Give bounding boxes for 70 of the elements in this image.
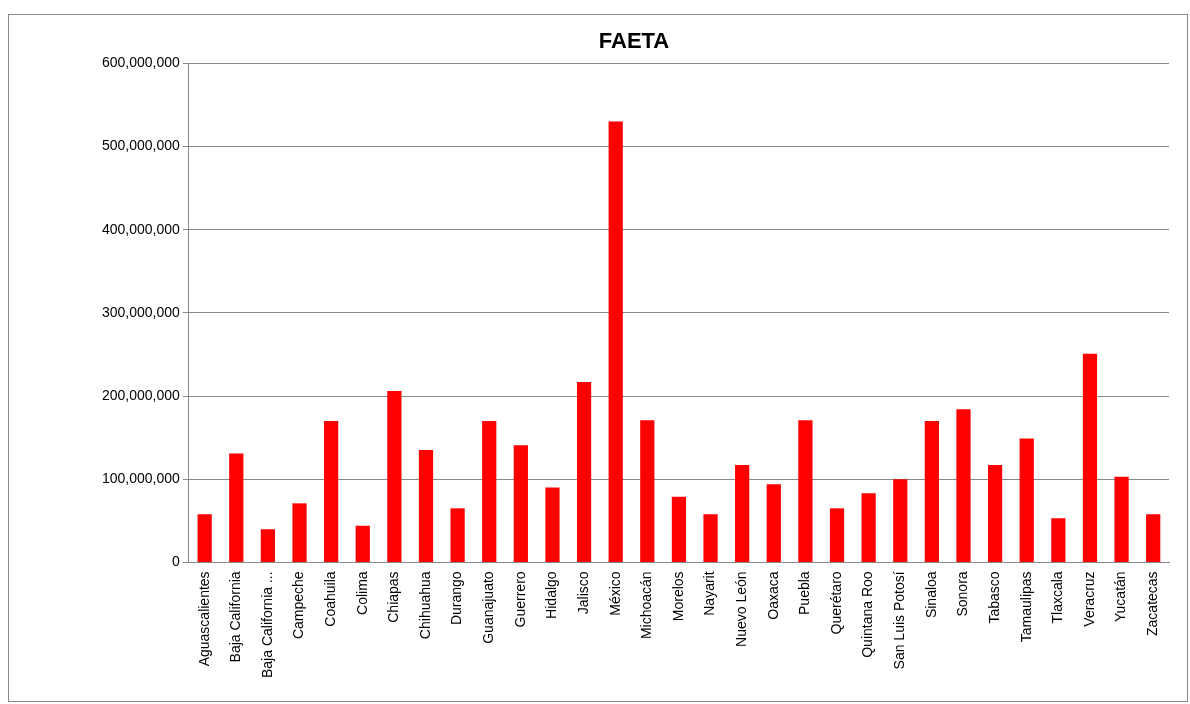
x-tick-label: Guerrero	[511, 571, 528, 628]
x-tick-label: Morelos	[669, 571, 686, 622]
x-tick-label: San Luis Potosí	[891, 571, 908, 670]
bar	[798, 420, 813, 562]
x-tick-label: Sonora	[954, 571, 971, 617]
x-tick-label: Hidalgo	[543, 571, 560, 619]
x-tick-label: Oaxaca	[764, 571, 781, 620]
bar	[608, 121, 623, 562]
bar	[829, 508, 845, 562]
y-tick-label: 300,000,000	[102, 303, 181, 320]
bar	[987, 465, 1003, 562]
bar	[229, 453, 244, 562]
bar	[450, 508, 465, 562]
bar	[1019, 438, 1034, 562]
bar	[703, 514, 718, 562]
bar	[640, 420, 655, 562]
x-tick-label: Jalisco	[574, 571, 591, 615]
x-tick-label: Puebla	[796, 571, 813, 615]
bar	[735, 465, 750, 562]
bar	[576, 381, 592, 562]
y-tick-label: 400,000,000	[102, 220, 181, 237]
bar	[260, 529, 276, 562]
x-tick-label: Chiapas	[385, 571, 402, 623]
bar	[418, 450, 434, 562]
x-tick-label: Guanajuato	[480, 571, 497, 644]
bar	[924, 421, 939, 562]
x-tick-label: Nuevo León	[733, 571, 750, 647]
x-tick-label: Querétaro	[827, 571, 844, 635]
y-tick-label: 600,000,000	[102, 54, 181, 71]
x-tick-label: Baja California	[227, 571, 244, 663]
y-tick-label: 0	[172, 553, 181, 570]
bar	[1114, 476, 1129, 562]
y-tick-label: 100,000,000	[102, 470, 181, 487]
bar	[766, 484, 781, 562]
bar	[197, 514, 212, 562]
bar	[355, 525, 370, 562]
x-tick-label: Tlaxcala	[1049, 571, 1066, 624]
x-tick-label: Durango	[448, 571, 465, 626]
x-tick-label: Chihuahua	[416, 571, 433, 640]
x-tick-label: Aguascalientes	[195, 571, 212, 667]
chart-title: FAETA	[598, 28, 670, 54]
x-tick-label: Zacatecas	[1144, 571, 1161, 636]
x-tick-label: Yucatán	[1112, 571, 1129, 622]
bar	[545, 487, 560, 562]
x-tick-label: Colima	[353, 571, 370, 615]
x-tick-label: Quintana Roo	[859, 571, 876, 658]
x-tick-label: Tabasco	[985, 571, 1002, 624]
x-tick-label: Campeche	[290, 571, 307, 640]
x-tick-label: Baja California ...	[258, 571, 275, 678]
bar	[893, 479, 908, 562]
y-tick-label: 500,000,000	[102, 137, 181, 154]
bar	[292, 503, 307, 562]
bar	[956, 409, 971, 562]
bar	[482, 421, 497, 562]
x-tick-label: Michoacán	[638, 571, 655, 640]
bar	[861, 493, 876, 562]
x-tick-label: Nayarit	[701, 571, 718, 616]
bar	[513, 445, 528, 562]
x-tick-label: Sinaloa	[922, 571, 939, 619]
x-tick-label: Coahuila	[321, 571, 338, 627]
bar	[671, 496, 687, 562]
x-tick-label: Tamaulipas	[1017, 571, 1034, 643]
bar	[1146, 514, 1161, 562]
bar	[387, 391, 402, 562]
y-tick-label: 200,000,000	[102, 386, 181, 403]
x-tick-label: México	[606, 571, 623, 616]
x-tick-label: Veracruz	[1080, 571, 1097, 627]
bar	[1082, 353, 1098, 562]
bar	[1051, 518, 1066, 562]
bar	[324, 421, 339, 562]
